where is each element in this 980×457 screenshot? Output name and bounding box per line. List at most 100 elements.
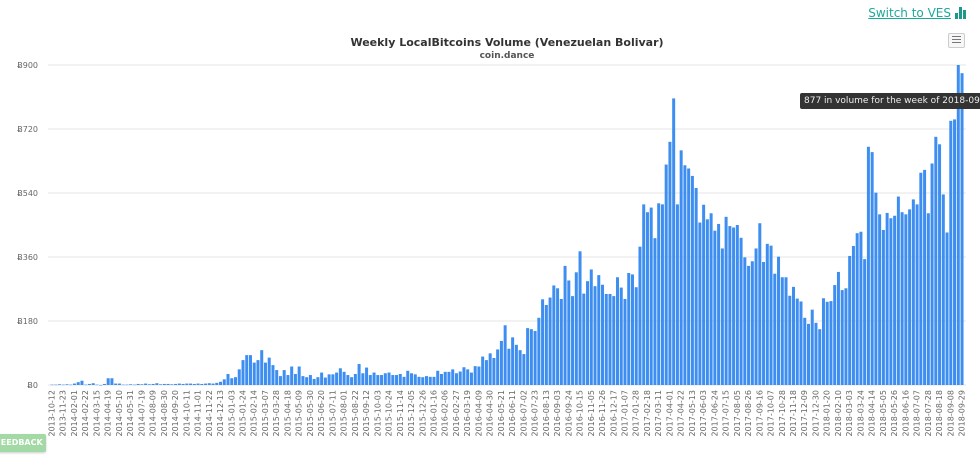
bar[interactable] xyxy=(106,378,110,385)
bar[interactable] xyxy=(357,364,361,385)
bar[interactable] xyxy=(735,225,739,385)
bar[interactable] xyxy=(881,229,885,385)
bar[interactable] xyxy=(301,376,305,385)
bar[interactable] xyxy=(462,367,466,385)
bar[interactable] xyxy=(690,175,694,385)
bar[interactable] xyxy=(177,383,181,385)
bar[interactable] xyxy=(683,165,687,385)
bar[interactable] xyxy=(226,373,230,385)
bar[interactable] xyxy=(960,73,964,385)
bar[interactable] xyxy=(278,376,282,385)
bar[interactable] xyxy=(380,375,384,385)
bar[interactable] xyxy=(361,373,365,385)
bar[interactable] xyxy=(956,65,960,385)
bar[interactable] xyxy=(518,350,522,385)
bar[interactable] xyxy=(874,192,878,385)
bar[interactable] xyxy=(387,372,391,385)
bar[interactable] xyxy=(503,325,507,385)
bar[interactable] xyxy=(732,227,736,385)
bar[interactable] xyxy=(320,372,324,385)
bar[interactable] xyxy=(417,376,421,385)
bar[interactable] xyxy=(855,233,859,385)
bar[interactable] xyxy=(694,188,698,385)
bar[interactable] xyxy=(155,383,159,385)
bar[interactable] xyxy=(739,237,743,385)
bar[interactable] xyxy=(941,194,945,385)
bar[interactable] xyxy=(548,297,552,385)
bar[interactable] xyxy=(514,344,518,385)
bar[interactable] xyxy=(818,329,822,385)
bar[interactable] xyxy=(466,369,470,385)
bar[interactable] xyxy=(230,378,234,385)
bar[interactable] xyxy=(263,362,267,385)
bar[interactable] xyxy=(788,295,792,385)
bar[interactable] xyxy=(488,353,492,385)
bar[interactable] xyxy=(533,330,537,385)
bar[interactable] xyxy=(286,375,290,385)
bar[interactable] xyxy=(713,230,717,385)
bar[interactable] xyxy=(413,374,417,385)
bar[interactable] xyxy=(350,377,354,385)
bar[interactable] xyxy=(54,384,58,386)
bar[interactable] xyxy=(237,369,241,385)
bar[interactable] xyxy=(720,248,724,385)
bar[interactable] xyxy=(391,375,395,385)
bar[interactable] xyxy=(642,204,646,385)
bar[interactable] xyxy=(219,381,223,385)
bar[interactable] xyxy=(795,298,799,385)
bar[interactable] xyxy=(222,379,226,385)
bar[interactable] xyxy=(189,383,193,385)
bar[interactable] xyxy=(144,383,148,385)
bar[interactable] xyxy=(267,357,271,385)
bar[interactable] xyxy=(792,286,796,385)
bar[interactable] xyxy=(275,370,279,385)
bar[interactable] xyxy=(234,377,238,385)
bar[interactable] xyxy=(256,360,260,385)
bar[interactable] xyxy=(559,298,563,385)
bar[interactable] xyxy=(151,383,155,385)
bar[interactable] xyxy=(215,382,219,385)
bar[interactable] xyxy=(207,383,211,385)
bar[interactable] xyxy=(664,164,668,385)
bar[interactable] xyxy=(582,293,586,385)
bar[interactable] xyxy=(829,301,833,385)
bar[interactable] xyxy=(323,377,327,385)
bar[interactable] xyxy=(91,383,95,385)
bar[interactable] xyxy=(125,384,129,386)
bar[interactable] xyxy=(121,384,125,386)
bar[interactable] xyxy=(926,213,930,385)
bar[interactable] xyxy=(601,284,605,385)
bar[interactable] xyxy=(305,377,309,385)
bar[interactable] xyxy=(904,214,908,385)
bar[interactable] xyxy=(717,223,721,385)
bar[interactable] xyxy=(499,340,503,385)
bar[interactable] xyxy=(484,360,488,385)
bar[interactable] xyxy=(893,215,897,385)
bar[interactable] xyxy=(529,329,533,385)
bar[interactable] xyxy=(170,384,174,385)
bar[interactable] xyxy=(383,373,387,385)
bar[interactable] xyxy=(87,383,91,385)
bar[interactable] xyxy=(316,377,320,385)
bar[interactable] xyxy=(496,349,500,385)
bar[interactable] xyxy=(604,293,608,385)
bar[interactable] xyxy=(406,370,410,385)
bar[interactable] xyxy=(657,203,661,385)
bar[interactable] xyxy=(930,163,934,385)
bar[interactable] xyxy=(728,226,732,385)
bar[interactable] xyxy=(248,355,252,385)
bar[interactable] xyxy=(810,309,814,385)
bar[interactable] xyxy=(777,256,781,385)
bar[interactable] xyxy=(679,150,683,385)
bar[interactable] xyxy=(327,374,331,385)
bar[interactable] xyxy=(308,375,312,385)
bar[interactable] xyxy=(331,374,335,385)
switch-currency-link[interactable]: Switch to VES xyxy=(868,6,966,20)
bar[interactable] xyxy=(473,366,477,385)
bar[interactable] xyxy=(492,357,496,385)
bar[interactable] xyxy=(372,372,376,385)
bar[interactable] xyxy=(439,373,443,385)
bar[interactable] xyxy=(919,172,923,385)
bar[interactable] xyxy=(836,271,840,385)
bar[interactable] xyxy=(181,383,185,385)
